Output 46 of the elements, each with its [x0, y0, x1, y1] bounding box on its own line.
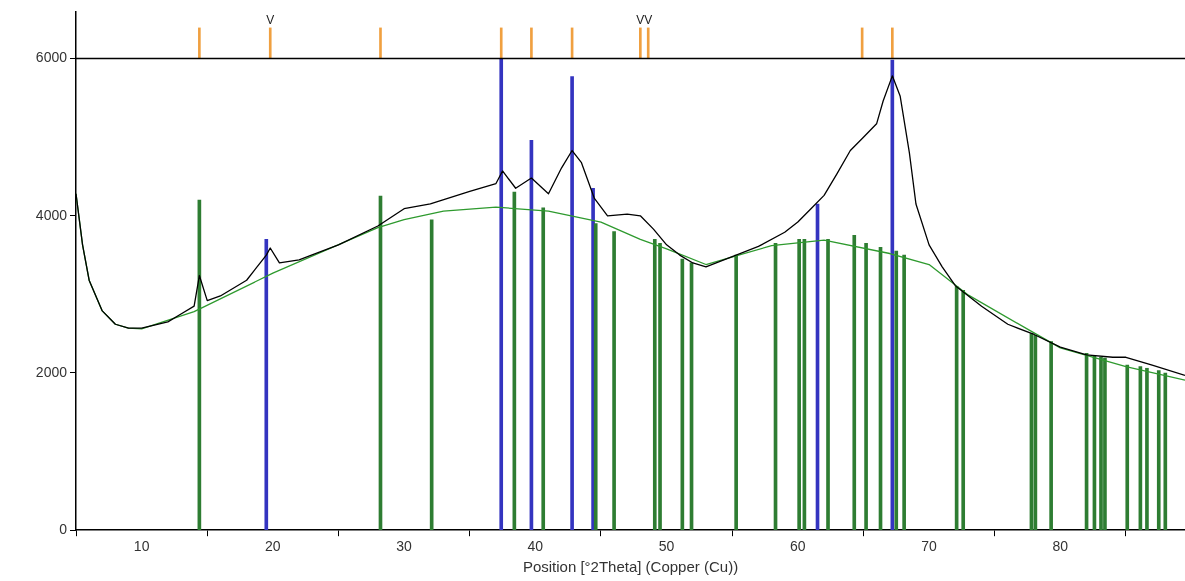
bar: [264, 239, 269, 531]
bar: [530, 27, 533, 59]
bar: [890, 59, 895, 531]
bar: [379, 27, 382, 59]
y-tick-label: 6000: [35, 49, 68, 66]
bar: [1163, 372, 1168, 531]
bar: [1145, 367, 1149, 531]
x-tick-label: 40: [527, 538, 544, 555]
bar: [1099, 356, 1103, 531]
x-tick-label: 60: [790, 538, 806, 555]
bar: [891, 27, 894, 59]
x-tick-label: 30: [396, 538, 413, 555]
bar: [826, 239, 830, 531]
y-tick-label: 2000: [35, 363, 68, 380]
bar: [612, 231, 616, 531]
bar: [499, 27, 503, 59]
bar: [646, 27, 650, 59]
annotation: V: [636, 13, 645, 28]
bar: [1156, 370, 1161, 531]
x-tick-label: 10: [133, 538, 150, 555]
x-tick-label: 50: [658, 538, 675, 555]
annotation: V: [644, 13, 653, 28]
bar: [852, 235, 857, 531]
bar: [570, 76, 574, 531]
bar: [268, 27, 272, 59]
bar: [864, 242, 868, 531]
bar: [639, 27, 642, 59]
x-tick-label: 20: [265, 538, 281, 555]
x-axis-title: Position [°2Theta] (Copper (Cu)): [522, 558, 739, 576]
bar: [499, 58, 504, 531]
bar: [734, 254, 738, 531]
bar: [902, 254, 906, 531]
bar: [797, 239, 801, 531]
bar: [1103, 357, 1107, 531]
bar: [1049, 341, 1053, 531]
bar: [961, 290, 966, 531]
y-tick-label: 4000: [35, 206, 68, 223]
x-tick-label: 70: [921, 538, 938, 555]
bar: [1125, 364, 1130, 531]
bar: [593, 223, 598, 531]
x-tick-label: 80: [1052, 538, 1069, 555]
bar: [894, 250, 899, 531]
y-tick-label: 0: [59, 521, 68, 538]
annotation: V: [266, 13, 275, 28]
bar: [541, 207, 546, 531]
bar: [198, 27, 201, 59]
